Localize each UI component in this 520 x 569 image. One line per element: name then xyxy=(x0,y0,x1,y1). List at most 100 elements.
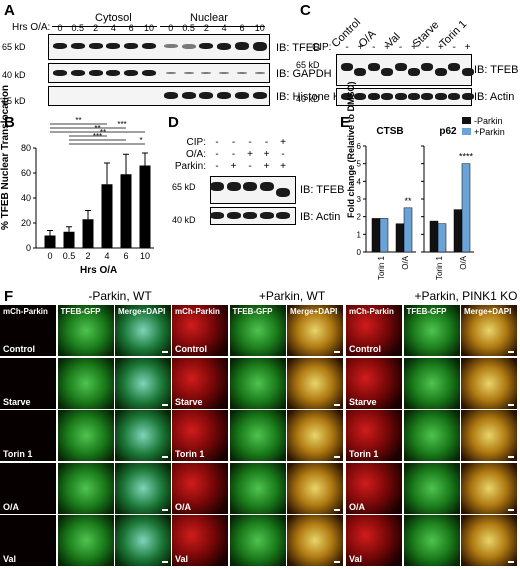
band-actin xyxy=(276,212,290,219)
time-label: 0 xyxy=(168,23,174,33)
bar xyxy=(429,220,439,253)
channel-label: Merge+DAPI xyxy=(290,307,338,316)
condition-label: Val xyxy=(175,554,189,564)
y-tick-label: 80 xyxy=(21,143,31,153)
scale-bar xyxy=(334,561,340,563)
micrograph xyxy=(403,515,460,566)
channel-label: Merge+DAPI xyxy=(118,307,166,316)
x-tick-label: 0 xyxy=(47,251,52,261)
bar xyxy=(44,235,56,248)
band-gapdh xyxy=(106,70,121,76)
scale-bar xyxy=(162,456,168,458)
band-actin xyxy=(354,93,367,100)
blot-h3-a xyxy=(48,86,270,106)
x-tick-label: 0.5 xyxy=(63,251,76,261)
band-gapdh xyxy=(237,72,247,74)
band-gapdh xyxy=(165,72,176,74)
micrograph xyxy=(115,462,171,514)
blot-tfeb-a xyxy=(48,34,270,60)
cytosol-bracket xyxy=(52,26,157,27)
channel-label: Merge+DAPI xyxy=(464,307,512,316)
subchart-title: p62 xyxy=(439,126,457,137)
ib-gapdh-a: IB: GAPDH xyxy=(276,68,332,80)
x-tick-label: Torin 1 xyxy=(435,255,444,280)
bar-chart-e: -Parkin+Parkin CTSB 0 1 2 3 4 5 6 Torin 1 O/A ** p62… xyxy=(357,116,505,280)
micrograph xyxy=(461,462,517,514)
band-tfeb xyxy=(259,182,274,191)
sig-mark: * xyxy=(139,136,142,145)
band-tfeb xyxy=(381,68,394,76)
condition-label: O/A xyxy=(3,501,20,512)
condition-label: O/A xyxy=(175,501,192,512)
panel-letter-f: F xyxy=(4,288,14,305)
scale-bar xyxy=(508,508,514,511)
micrograph xyxy=(229,410,286,461)
cip-label-c: CIP: xyxy=(312,42,332,53)
band-gapdh xyxy=(53,70,67,76)
x-tick-label: O/A xyxy=(459,255,468,269)
mw-40-c: 40 kD xyxy=(296,94,320,104)
bar xyxy=(139,165,151,248)
treatment-sign: + xyxy=(280,161,286,172)
mw-65-c: 65 kD xyxy=(296,60,320,70)
band-gapdh xyxy=(201,72,212,74)
micrograph: TFEB-GFP xyxy=(229,305,286,356)
band-gapdh xyxy=(254,72,265,74)
band-actin xyxy=(434,93,447,100)
band-tfeb xyxy=(210,182,224,191)
micrograph: Merge+DAPI xyxy=(115,305,171,356)
ib-tfeb-c: IB: TFEB xyxy=(474,64,519,76)
time-label: 2 xyxy=(203,23,209,33)
sig-mark: *** xyxy=(117,120,126,129)
bar xyxy=(395,223,405,253)
cip-sign: + xyxy=(357,42,364,53)
micrograph xyxy=(57,357,114,409)
channel-label: TFEB-GFP xyxy=(406,307,447,316)
condition-label: Starve xyxy=(349,396,377,407)
condition-label: Control xyxy=(175,344,207,354)
micrograph: Torin 1 xyxy=(346,410,402,461)
condition-label: Torin 1 xyxy=(3,449,33,459)
micrograph: mCh-Parkin Control xyxy=(346,305,402,356)
micrograph: Starve xyxy=(172,357,228,409)
mw-40-a: 40 kD xyxy=(2,70,26,80)
y-tick-label: 60 xyxy=(21,168,31,178)
band-gapdh xyxy=(124,70,139,76)
treatment-label: O/A: xyxy=(185,149,206,160)
bar xyxy=(101,184,113,248)
band-actin xyxy=(461,93,474,100)
ib-tfeb-a: IB: TFEB xyxy=(276,42,321,54)
time-label: 10 xyxy=(143,23,154,33)
nuclear-bracket xyxy=(160,26,265,27)
cip-sign: + xyxy=(464,42,471,53)
micrograph xyxy=(287,462,343,514)
band-tfeb xyxy=(70,43,85,49)
bar xyxy=(403,207,413,253)
blot-gapdh-a xyxy=(48,63,270,83)
group-title: +Parkin, PINK1 KO xyxy=(414,289,518,303)
ib-actin-c: IB: Actin xyxy=(474,91,515,103)
band-tfeb xyxy=(226,182,241,191)
y-tick-label: 6 xyxy=(357,142,362,151)
y-tick-label: 4 xyxy=(357,177,362,186)
treatment-sign: - xyxy=(281,149,285,160)
band-actin xyxy=(394,93,407,100)
bar xyxy=(82,219,94,248)
micrograph: Torin 1 xyxy=(172,410,228,461)
micrograph xyxy=(403,462,460,514)
cip-sign: - xyxy=(452,42,456,53)
band-gapdh xyxy=(219,72,230,74)
band-h3 xyxy=(252,92,267,99)
band-tfeb xyxy=(181,43,196,49)
band-actin xyxy=(243,212,257,219)
band-tfeb xyxy=(243,182,257,191)
sig-mark: **** xyxy=(459,152,474,162)
time-label: 4 xyxy=(110,23,116,33)
condition-label: Torin 1 xyxy=(349,449,379,459)
xlabel-b: Hrs O/A xyxy=(80,265,118,276)
treatment-sign: + xyxy=(263,149,270,160)
band-gapdh xyxy=(183,72,194,74)
band-tfeb xyxy=(163,44,178,48)
cip-sign: + xyxy=(411,42,417,53)
